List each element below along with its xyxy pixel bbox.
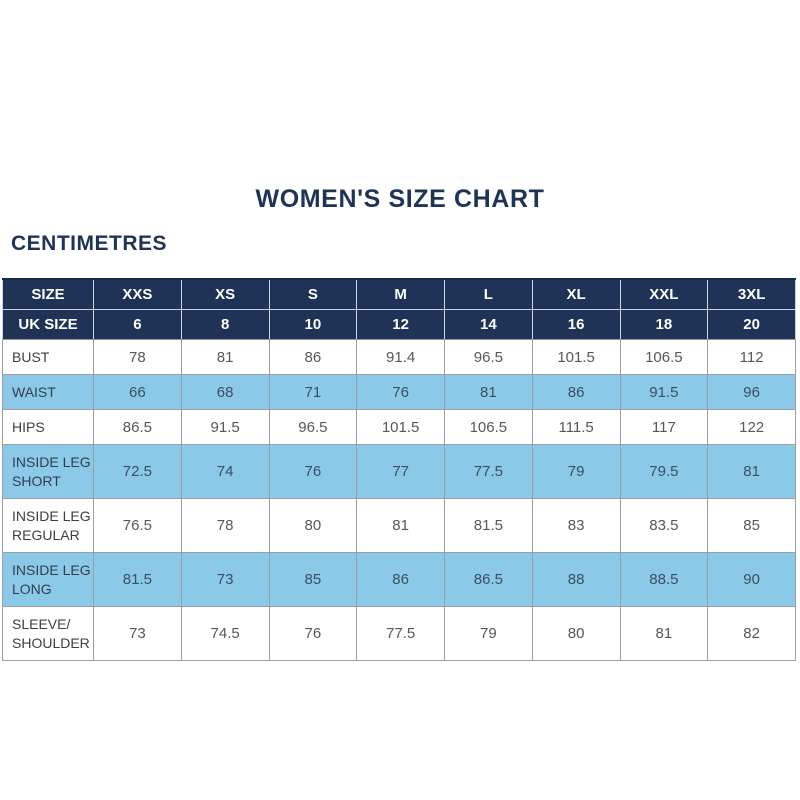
value-cell: 76.5: [93, 498, 182, 553]
row-label: INSIDE LEG REGULAR: [2, 498, 94, 553]
table-row: INSIDE LEG SHORT 72.5 74 76 77 77.5 79 79.5 81: [2, 444, 796, 499]
value-cell: 73: [93, 606, 182, 661]
header-cell: 3XL: [707, 278, 796, 310]
value-cell: 122: [707, 409, 796, 445]
value-cell: 117: [619, 409, 709, 445]
size-chart-header: SIZE XXS XS S M L XL XXL 3XL UK SIZE 6 8 10 12 14 16 18 2…: [2, 278, 796, 340]
header-cell: 18: [619, 309, 709, 340]
value-cell: 81.5: [444, 498, 533, 553]
value-cell: 86: [356, 552, 445, 607]
row-label: INSIDE LEG SHORT: [2, 444, 94, 499]
value-cell: 81: [444, 374, 533, 410]
value-cell: 91.5: [619, 374, 709, 410]
value-cell: 71: [268, 374, 358, 410]
header-cell: XXS: [93, 278, 182, 310]
value-cell: 112: [707, 339, 796, 375]
value-cell: 79: [444, 606, 533, 661]
value-cell: 101.5: [531, 339, 621, 375]
header-row: UK SIZE 6 8 10 12 14 16 18 20: [2, 309, 796, 340]
value-cell: 82: [707, 606, 796, 661]
value-cell: 78: [93, 339, 182, 375]
value-cell: 96: [707, 374, 796, 410]
header-row-label: SIZE: [2, 278, 94, 310]
value-cell: 88: [531, 552, 621, 607]
header-cell: S: [268, 278, 358, 310]
value-cell: 79.5: [619, 444, 709, 499]
value-cell: 85: [707, 498, 796, 553]
value-cell: 78: [180, 498, 270, 553]
table-row: INSIDE LEG REGULAR 76.5 78 80 81 81.5 83 83.5 85: [2, 498, 796, 553]
value-cell: 66: [93, 374, 182, 410]
row-label: HIPS: [2, 409, 94, 445]
size-chart-table: SIZE XXS XS S M L XL XXL 3XL UK SIZE 6 8 10 12 14 16 18 2…: [2, 278, 796, 661]
value-cell: 86.5: [93, 409, 182, 445]
value-cell: 86: [531, 374, 621, 410]
table-row: WAIST 66 68 71 76 81 86 91.5 96: [2, 374, 796, 410]
row-label: WAIST: [2, 374, 94, 410]
value-cell: 86: [268, 339, 358, 375]
units-label: CENTIMETRES: [11, 232, 168, 255]
value-cell: 81: [356, 498, 445, 553]
value-cell: 76: [268, 444, 358, 499]
value-cell: 106.5: [619, 339, 709, 375]
value-cell: 90: [707, 552, 796, 607]
header-cell: 12: [356, 309, 445, 340]
value-cell: 72.5: [93, 444, 182, 499]
value-cell: 101.5: [356, 409, 445, 445]
value-cell: 91.4: [356, 339, 445, 375]
value-cell: 74: [180, 444, 270, 499]
header-cell: 6: [93, 309, 182, 340]
header-cell: 20: [707, 309, 796, 340]
value-cell: 73: [180, 552, 270, 607]
value-cell: 96.5: [444, 339, 533, 375]
value-cell: 106.5: [444, 409, 533, 445]
row-label: SLEEVE/ SHOULDER: [2, 606, 94, 661]
value-cell: 77.5: [444, 444, 533, 499]
value-cell: 81: [707, 444, 796, 499]
value-cell: 80: [531, 606, 621, 661]
value-cell: 88.5: [619, 552, 709, 607]
header-cell: 10: [268, 309, 358, 340]
value-cell: 111.5: [531, 409, 621, 445]
header-cell: XXL: [619, 278, 709, 310]
value-cell: 85: [268, 552, 358, 607]
header-cell: XL: [531, 278, 621, 310]
value-cell: 80: [268, 498, 358, 553]
value-cell: 81: [619, 606, 709, 661]
table-row: HIPS 86.5 91.5 96.5 101.5 106.5 111.5 117 122: [2, 409, 796, 445]
value-cell: 81: [180, 339, 270, 375]
header-cell: M: [356, 278, 445, 310]
row-label: INSIDE LEG LONG: [2, 552, 94, 607]
value-cell: 74.5: [180, 606, 270, 661]
table-row: SLEEVE/ SHOULDER 73 74.5 76 77.5 79 80 81 82: [2, 606, 796, 661]
value-cell: 83: [531, 498, 621, 553]
value-cell: 81.5: [93, 552, 182, 607]
value-cell: 76: [268, 606, 358, 661]
value-cell: 77.5: [356, 606, 445, 661]
value-cell: 76: [356, 374, 445, 410]
table-row: BUST 78 81 86 91.4 96.5 101.5 106.5 112: [2, 339, 796, 375]
header-cell: 14: [444, 309, 533, 340]
header-cell: 8: [180, 309, 270, 340]
page-title: WOMEN'S SIZE CHART: [255, 185, 545, 213]
header-row-label: UK SIZE: [2, 309, 94, 340]
value-cell: 79: [531, 444, 621, 499]
value-cell: 77: [356, 444, 445, 499]
value-cell: 91.5: [180, 409, 270, 445]
size-chart-body: BUST 78 81 86 91.4 96.5 101.5 106.5 112 WAIST 66 68…: [2, 339, 796, 661]
header-cell: L: [444, 278, 533, 310]
table-row: INSIDE LEG LONG 81.5 73 85 86 86.5 88 88.5 90: [2, 552, 796, 607]
header-cell: XS: [180, 278, 270, 310]
header-cell: 16: [531, 309, 621, 340]
value-cell: 96.5: [268, 409, 358, 445]
row-label: BUST: [2, 339, 94, 375]
value-cell: 86.5: [444, 552, 533, 607]
header-row: SIZE XXS XS S M L XL XXL 3XL: [2, 278, 796, 310]
value-cell: 83.5: [619, 498, 709, 553]
value-cell: 68: [180, 374, 270, 410]
